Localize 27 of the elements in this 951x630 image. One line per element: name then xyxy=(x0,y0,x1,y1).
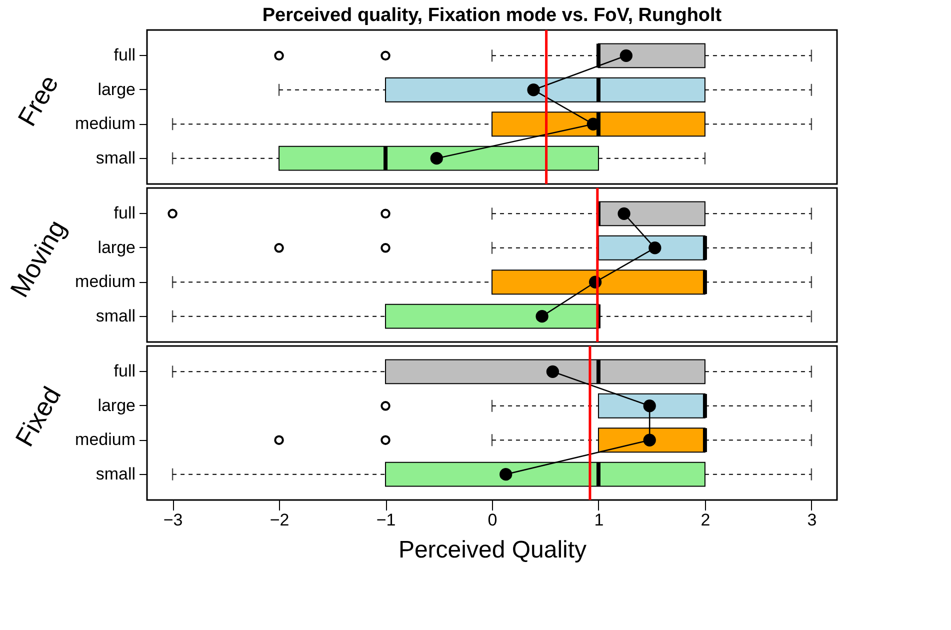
x-axis-title: Perceived Quality xyxy=(398,536,587,564)
x-tick-label: −3 xyxy=(163,510,183,530)
x-tick-label: 1 xyxy=(594,510,604,530)
point xyxy=(620,49,632,62)
x-tick-label: 2 xyxy=(700,510,710,530)
y-tick-label: full xyxy=(114,46,136,65)
point xyxy=(648,242,662,254)
x-tick-label: −2 xyxy=(270,510,290,530)
y-tick-label: large xyxy=(98,396,136,415)
point xyxy=(527,84,540,96)
y-tick-label: full xyxy=(114,362,136,381)
point xyxy=(618,207,630,220)
y-tick-label: large xyxy=(98,238,136,257)
x-tick-label: 0 xyxy=(488,510,498,530)
y-tick-label: medium xyxy=(75,430,136,450)
point xyxy=(536,310,548,323)
y-tick-label: full xyxy=(114,204,136,223)
y-tick-label: medium xyxy=(75,272,136,292)
x-tick-label: −1 xyxy=(376,510,396,530)
y-tick-label: small xyxy=(96,306,136,326)
y-tick-label: small xyxy=(96,464,136,484)
y-tick-label: small xyxy=(96,148,136,168)
x-tick-label: 3 xyxy=(807,510,817,530)
y-tick-label: large xyxy=(98,80,136,99)
point xyxy=(430,152,443,165)
y-tick-label: medium xyxy=(75,114,136,134)
chart-title: Perceived quality, Fixation mode vs. FoV, Rungholt xyxy=(262,4,722,26)
